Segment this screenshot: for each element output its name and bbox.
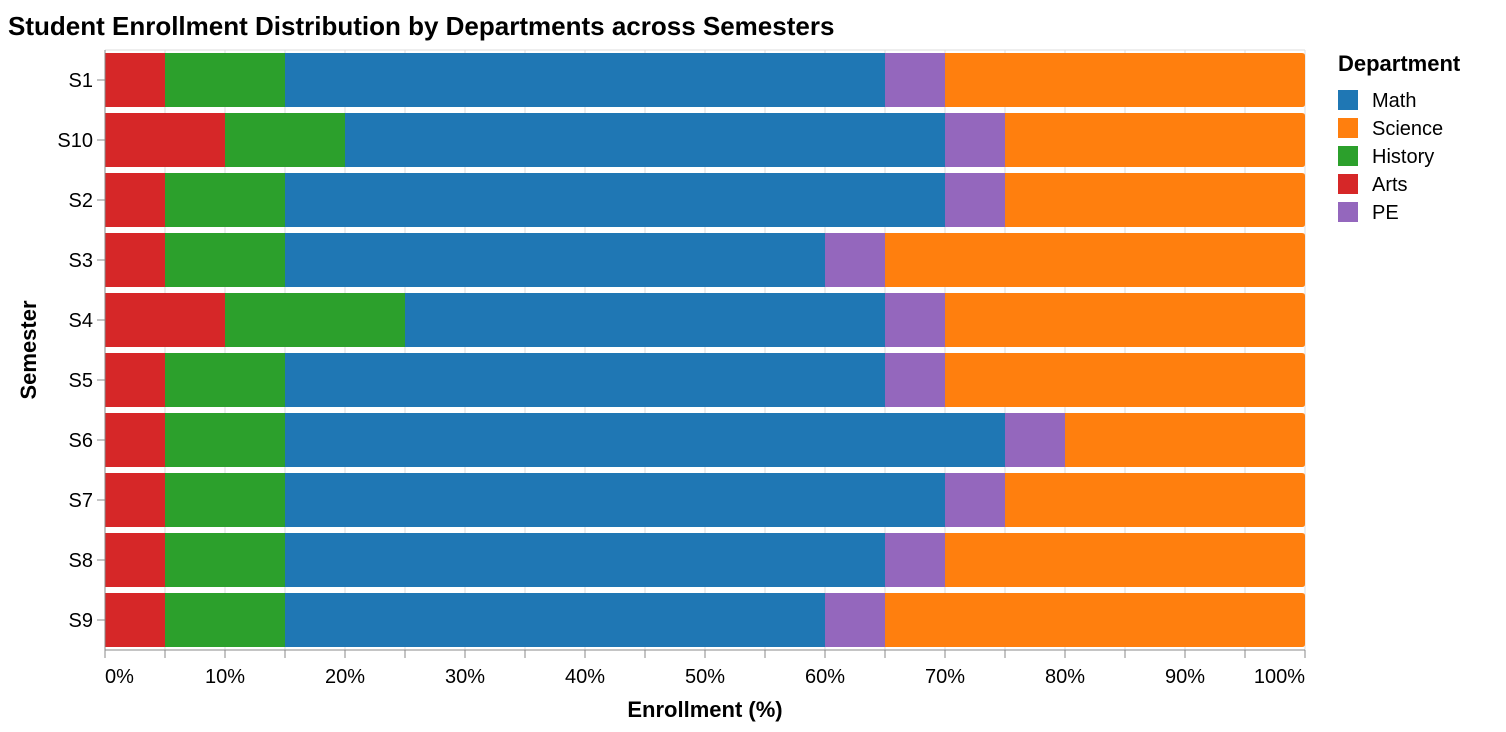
bar-segment-pe-s10 xyxy=(945,113,1005,167)
bars xyxy=(105,53,1305,647)
y-tick-label: S9 xyxy=(69,610,93,632)
bar-segment-math-s7 xyxy=(285,473,945,527)
bar-segment-math-s1 xyxy=(285,53,885,107)
legend-swatch-math xyxy=(1338,90,1358,110)
y-tick-label: S5 xyxy=(69,370,93,392)
bar-segment-arts-s5 xyxy=(105,353,165,407)
legend: Department Math Science History Arts PE xyxy=(1338,51,1461,224)
chart-title: Student Enrollment Distribution by Depar… xyxy=(8,11,834,41)
y-tick-label: S4 xyxy=(69,310,93,332)
bar-segment-history-s10 xyxy=(225,113,345,167)
legend-label-pe: PE xyxy=(1372,202,1399,224)
x-tick-label: 70% xyxy=(925,666,965,688)
y-tick-label: S2 xyxy=(69,190,93,212)
bar-segment-science-s8 xyxy=(945,533,1305,587)
y-tick-label: S10 xyxy=(57,130,93,152)
x-tick-label: 30% xyxy=(445,666,485,688)
bar-segment-pe-s8 xyxy=(885,533,945,587)
bar-segment-arts-s2 xyxy=(105,173,165,227)
bar-segment-history-s5 xyxy=(165,353,285,407)
bar-segment-arts-s8 xyxy=(105,533,165,587)
bar-segment-arts-s1 xyxy=(105,53,165,107)
bar-segment-math-s5 xyxy=(285,353,885,407)
x-tick-label: 50% xyxy=(685,666,725,688)
bar-segment-history-s9 xyxy=(165,593,285,647)
bar-segment-pe-s9 xyxy=(825,593,885,647)
bar-segment-science-s3 xyxy=(885,233,1305,287)
bar-segment-science-s9 xyxy=(885,593,1305,647)
bar-segment-pe-s5 xyxy=(885,353,945,407)
bar-segment-math-s4 xyxy=(405,293,885,347)
bar-segment-history-s8 xyxy=(165,533,285,587)
y-tick-label: S7 xyxy=(69,490,93,512)
bar-segment-math-s2 xyxy=(285,173,945,227)
bar-segment-science-s4 xyxy=(945,293,1305,347)
bar-segment-history-s1 xyxy=(165,53,285,107)
bar-segment-science-s7 xyxy=(1005,473,1305,527)
bar-segment-history-s3 xyxy=(165,233,285,287)
x-tick-label: 60% xyxy=(805,666,845,688)
bar-segment-science-s2 xyxy=(1005,173,1305,227)
y-tick-label: S6 xyxy=(69,430,93,452)
legend-swatch-arts xyxy=(1338,174,1358,194)
bar-segment-pe-s4 xyxy=(885,293,945,347)
bar-segment-history-s4 xyxy=(225,293,405,347)
x-tick-label: 80% xyxy=(1045,666,1085,688)
x-tick-label: 20% xyxy=(325,666,365,688)
x-axis: 0% 10% 20% 30% 40% 50% 60% 70% 80% 90% 100% xyxy=(104,649,1306,688)
bar-segment-history-s7 xyxy=(165,473,285,527)
bar-segment-arts-s10 xyxy=(105,113,225,167)
bar-segment-math-s8 xyxy=(285,533,885,587)
legend-label-math: Math xyxy=(1372,90,1416,112)
bar-segment-science-s10 xyxy=(1005,113,1305,167)
y-tick-label: S8 xyxy=(69,550,93,572)
bar-segment-math-s6 xyxy=(285,413,1005,467)
bar-segment-science-s1 xyxy=(945,53,1305,107)
legend-swatch-pe xyxy=(1338,202,1358,222)
y-tick-label: S1 xyxy=(69,70,93,92)
bar-segment-arts-s4 xyxy=(105,293,225,347)
bar-segment-pe-s7 xyxy=(945,473,1005,527)
bar-segment-pe-s2 xyxy=(945,173,1005,227)
x-tick-label: 10% xyxy=(205,666,245,688)
x-tick-label: 40% xyxy=(565,666,605,688)
x-tick-label: 100% xyxy=(1254,666,1305,688)
bar-segment-science-s6 xyxy=(1065,413,1305,467)
bar-segment-math-s3 xyxy=(285,233,825,287)
bar-segment-arts-s6 xyxy=(105,413,165,467)
y-tick-label: S3 xyxy=(69,250,93,272)
y-axis: S1 S10 S2 S3 S4 S5 S6 S7 S8 S9 xyxy=(57,50,106,650)
bar-segment-arts-s7 xyxy=(105,473,165,527)
bar-segment-math-s10 xyxy=(345,113,945,167)
legend-swatch-history xyxy=(1338,146,1358,166)
x-axis-title: Enrollment (%) xyxy=(627,697,782,722)
legend-label-arts: Arts xyxy=(1372,174,1408,196)
legend-swatch-science xyxy=(1338,118,1358,138)
x-tick-label: 90% xyxy=(1165,666,1205,688)
bar-segment-history-s6 xyxy=(165,413,285,467)
legend-label-history: History xyxy=(1372,146,1434,168)
bar-segment-arts-s9 xyxy=(105,593,165,647)
bar-segment-pe-s6 xyxy=(1005,413,1065,467)
bar-segment-math-s9 xyxy=(285,593,825,647)
legend-title: Department xyxy=(1338,51,1461,76)
x-tick-label: 0% xyxy=(105,666,134,688)
bar-segment-pe-s3 xyxy=(825,233,885,287)
bar-segment-pe-s1 xyxy=(885,53,945,107)
bar-segment-arts-s3 xyxy=(105,233,165,287)
bar-segment-science-s5 xyxy=(945,353,1305,407)
legend-label-science: Science xyxy=(1372,118,1443,140)
y-axis-title: Semester xyxy=(16,300,41,400)
bar-segment-history-s2 xyxy=(165,173,285,227)
